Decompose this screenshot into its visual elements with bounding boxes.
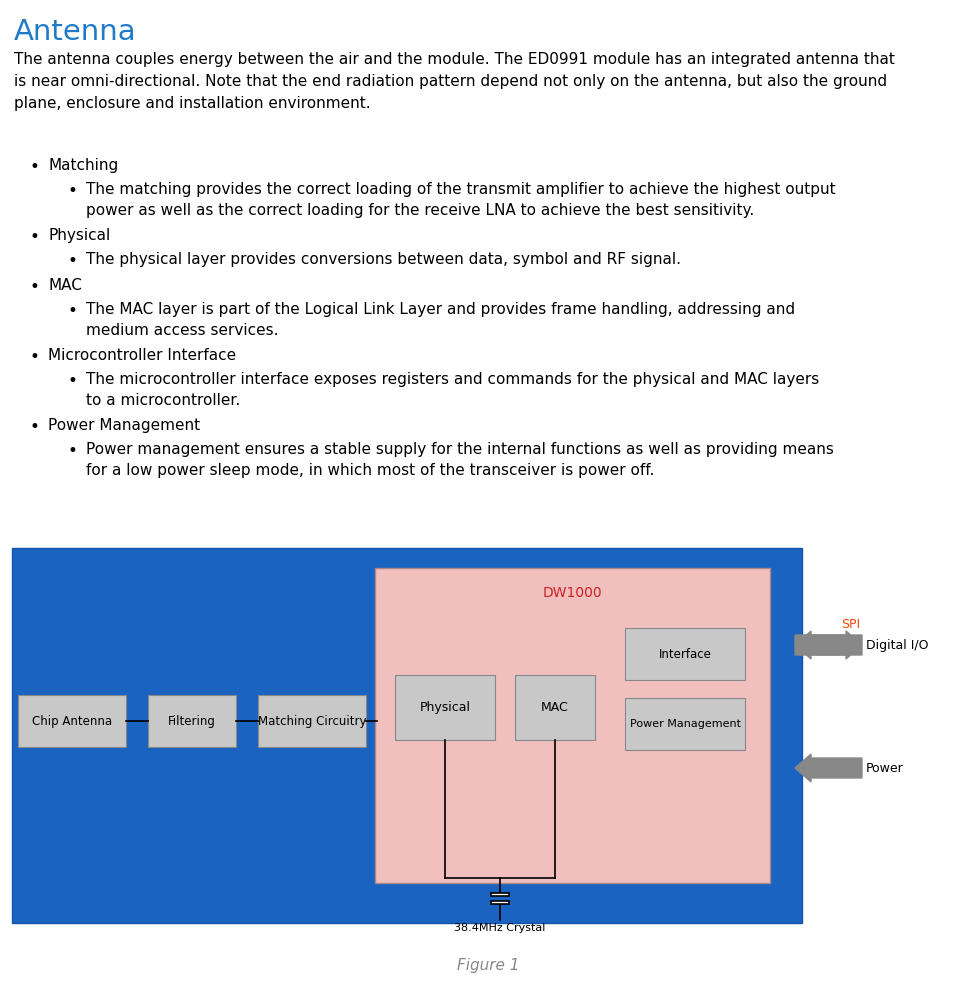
Text: •: • [67, 302, 77, 320]
Text: Filtering: Filtering [168, 714, 216, 727]
Text: The matching provides the correct loading of the transmit amplifier to achieve t: The matching provides the correct loadin… [86, 182, 835, 218]
Text: SPI: SPI [841, 618, 860, 631]
Text: The MAC layer is part of the Logical Link Layer and provides frame handling, add: The MAC layer is part of the Logical Lin… [86, 302, 795, 338]
Text: Power: Power [866, 763, 904, 776]
Text: MAC: MAC [48, 278, 82, 293]
Text: •: • [29, 348, 39, 366]
Text: Chip Antenna: Chip Antenna [32, 714, 112, 727]
Text: Antenna: Antenna [14, 18, 137, 46]
Bar [625, 628, 745, 680]
FancyArrow shape [795, 754, 862, 782]
Text: Power Management: Power Management [629, 719, 741, 729]
Text: •: • [29, 418, 39, 436]
FancyArrow shape [795, 631, 862, 659]
Text: 38.4MHz Crystal: 38.4MHz Crystal [454, 923, 546, 933]
Text: Interface: Interface [658, 648, 711, 661]
Text: •: • [29, 228, 39, 246]
Text: The physical layer provides conversions between data, symbol and RF signal.: The physical layer provides conversions … [86, 252, 681, 267]
Bar [395, 675, 495, 740]
Bar [515, 675, 595, 740]
Text: The antenna couples energy between the air and the module. The ED0991 module has: The antenna couples energy between the a… [14, 52, 895, 111]
Bar [258, 695, 366, 747]
Text: MAC: MAC [541, 701, 569, 714]
Bar [625, 698, 745, 750]
Text: Digital I/O: Digital I/O [866, 640, 928, 653]
Text: Physical: Physical [419, 701, 471, 714]
Text: Microcontroller Interface: Microcontroller Interface [48, 348, 236, 363]
Text: Figure 1: Figure 1 [457, 958, 520, 973]
Text: Matching Circuitry: Matching Circuitry [258, 714, 366, 727]
Bar [18, 695, 126, 747]
Text: •: • [67, 372, 77, 390]
Text: DW1000: DW1000 [542, 586, 602, 600]
Text: Physical: Physical [48, 228, 110, 243]
Text: Power management ensures a stable supply for the internal functions as well as p: Power management ensures a stable supply… [86, 442, 834, 478]
Text: •: • [67, 182, 77, 200]
Text: •: • [67, 442, 77, 460]
Text: •: • [29, 158, 39, 176]
Bar [375, 568, 770, 883]
Bar [12, 548, 802, 923]
FancyArrow shape [795, 631, 862, 659]
Bar [491, 901, 509, 904]
Text: •: • [67, 252, 77, 270]
Text: Power Management: Power Management [48, 418, 200, 433]
Bar [491, 893, 509, 896]
Text: •: • [29, 278, 39, 296]
Text: Matching: Matching [48, 158, 118, 173]
Text: The microcontroller interface exposes registers and commands for the physical an: The microcontroller interface exposes re… [86, 372, 820, 408]
Bar [148, 695, 236, 747]
